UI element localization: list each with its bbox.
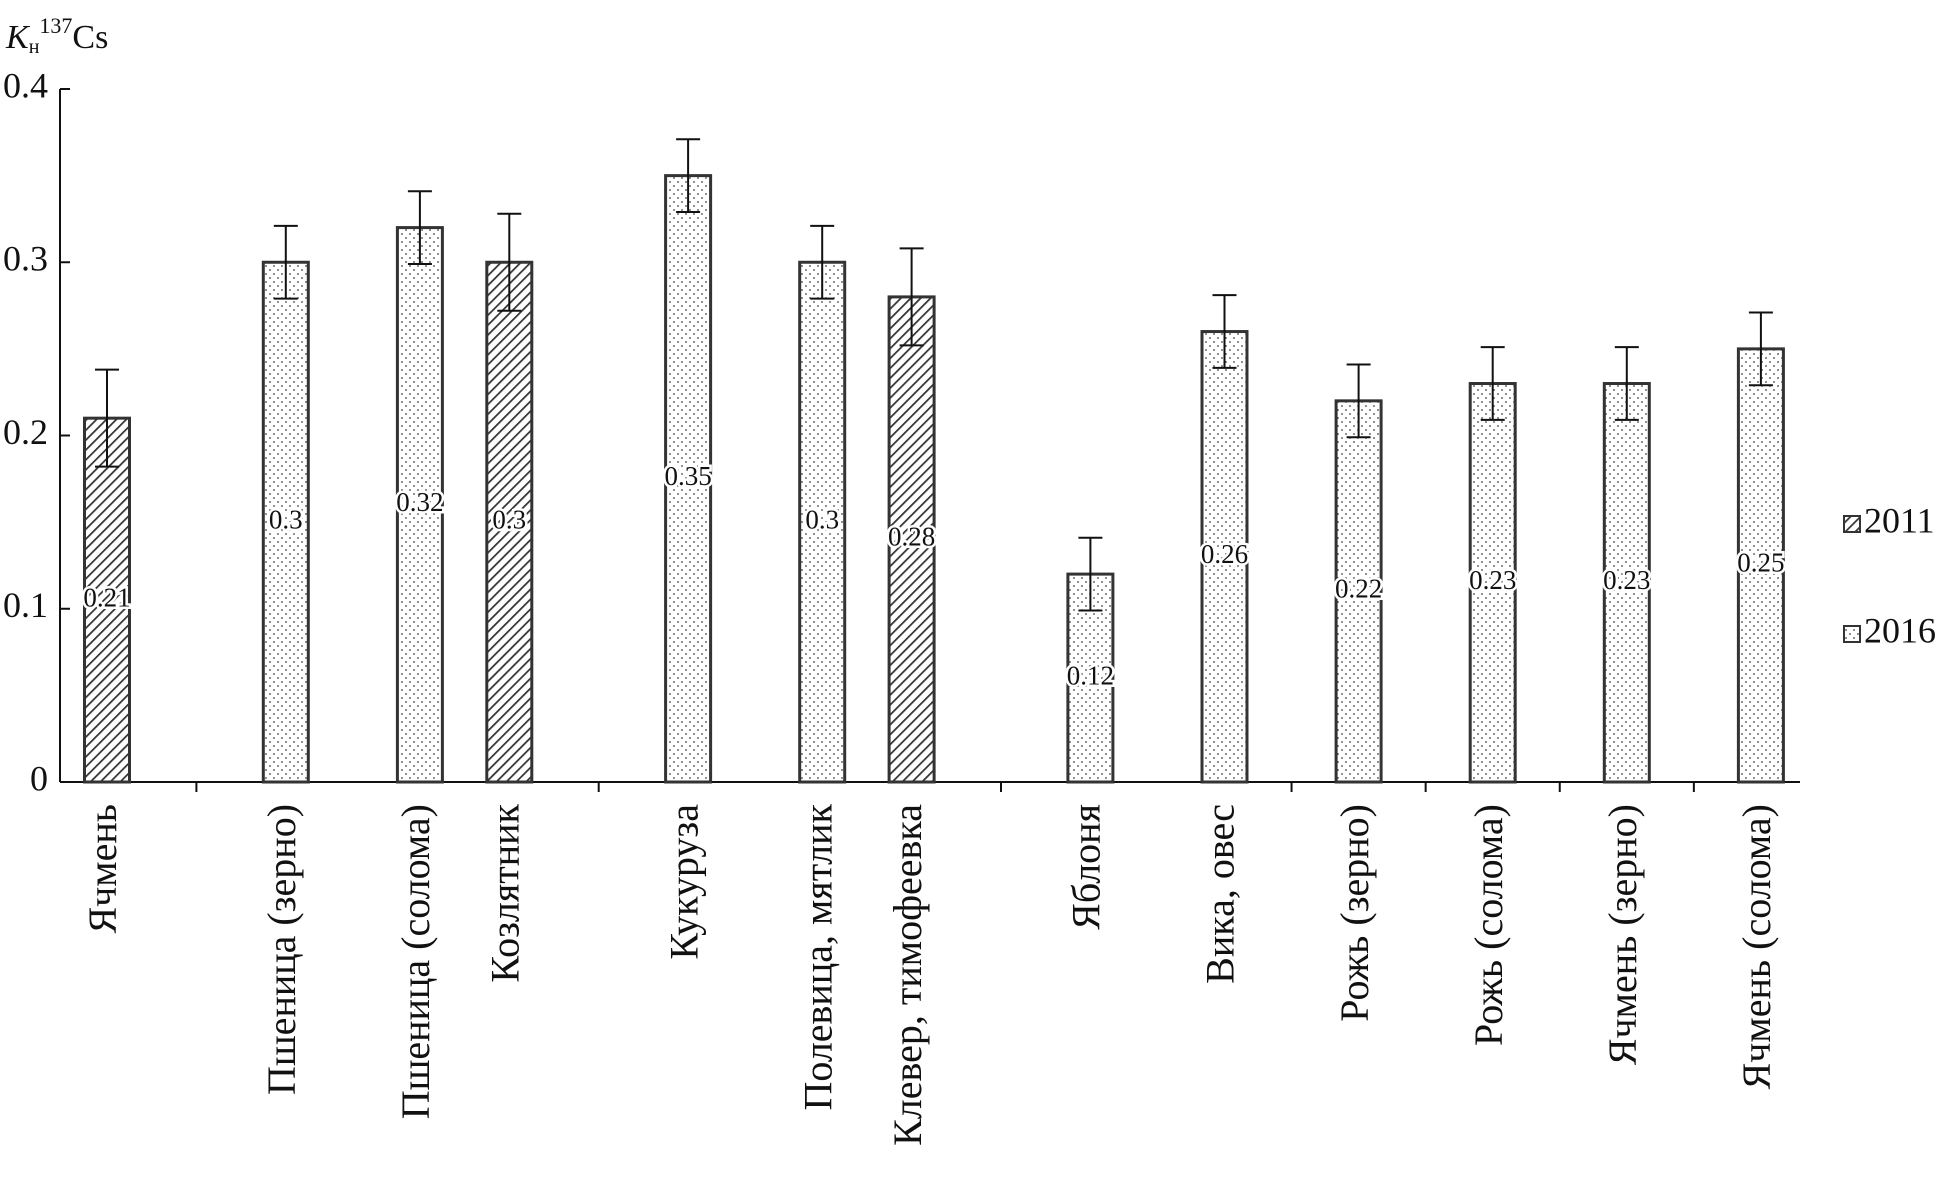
data-label: 0.32 (396, 487, 443, 517)
bar (664, 174, 713, 784)
x-tick-label: Клевер, тимофеевка (885, 804, 930, 1146)
x-tick-label: Полевица, мятлик (795, 803, 840, 1110)
error-bar (1212, 294, 1237, 369)
data-label: 0.3 (269, 504, 303, 534)
bar (1602, 382, 1651, 784)
y-tick-label: 0.3 (3, 239, 48, 279)
x-tick-label: Козлятник (482, 803, 527, 982)
error-bar (273, 224, 298, 300)
x-tick-label: Кукуруза (661, 804, 706, 960)
y-tick-label: 0.4 (3, 65, 48, 105)
error-bar (899, 247, 924, 347)
error-bar (1346, 363, 1371, 439)
legend-swatch (1843, 515, 1861, 533)
x-tick-label: Рожь (солома) (1466, 804, 1511, 1046)
x-tick-label: Вика, овес (1198, 804, 1243, 984)
data-label: 0.21 (83, 582, 130, 612)
data-label: 0.23 (1603, 565, 1650, 595)
x-tick-label: Пшеница (солома) (393, 804, 438, 1119)
error-bar (95, 368, 119, 468)
bar (485, 260, 534, 784)
data-label: 0.12 (1067, 660, 1114, 690)
error-bar (1614, 346, 1639, 421)
bar (83, 416, 131, 784)
x-tick-label: Ячмень (зерно) (1600, 804, 1645, 1065)
error-bar (676, 138, 701, 214)
bar (887, 295, 936, 784)
x-tick-label: Яблоня (1064, 804, 1109, 930)
data-label: 0.26 (1201, 539, 1248, 569)
data-label: 0.25 (1737, 548, 1784, 578)
data-label: 0.23 (1469, 565, 1516, 595)
bar (798, 260, 847, 784)
bar (395, 226, 444, 784)
y-tick-label: 0 (30, 758, 48, 798)
bar (1200, 330, 1249, 784)
error-bar (407, 190, 432, 265)
error-bar (1480, 346, 1505, 421)
y-axis-label: Kн137Cs (5, 13, 108, 58)
error-bar (1748, 311, 1773, 387)
error-bar (1078, 536, 1103, 612)
bar (261, 260, 310, 784)
data-label: 0.3 (492, 504, 526, 534)
legend-label: 2016 (1864, 610, 1936, 650)
data-label: 0.28 (888, 522, 935, 552)
x-tick-label: Пшеница (зерно) (259, 804, 304, 1095)
bar (1334, 399, 1383, 784)
legend-label: 2011 (1864, 500, 1935, 540)
x-tick-label: Ячмень (80, 804, 125, 934)
error-bar (497, 212, 522, 312)
legend-swatch (1843, 625, 1861, 643)
data-label: 0.35 (664, 461, 711, 491)
bar (1736, 347, 1785, 784)
x-tick-label: Ячмень (солома) (1734, 804, 1779, 1089)
x-tick-label: Рожь (зерно) (1332, 804, 1377, 1022)
data-label: 0.22 (1335, 574, 1382, 604)
data-label: 0.3 (805, 504, 839, 534)
error-bar (810, 224, 835, 300)
bar (1468, 382, 1517, 784)
y-tick-label: 0.1 (3, 585, 48, 625)
y-tick-label: 0.2 (3, 412, 48, 452)
